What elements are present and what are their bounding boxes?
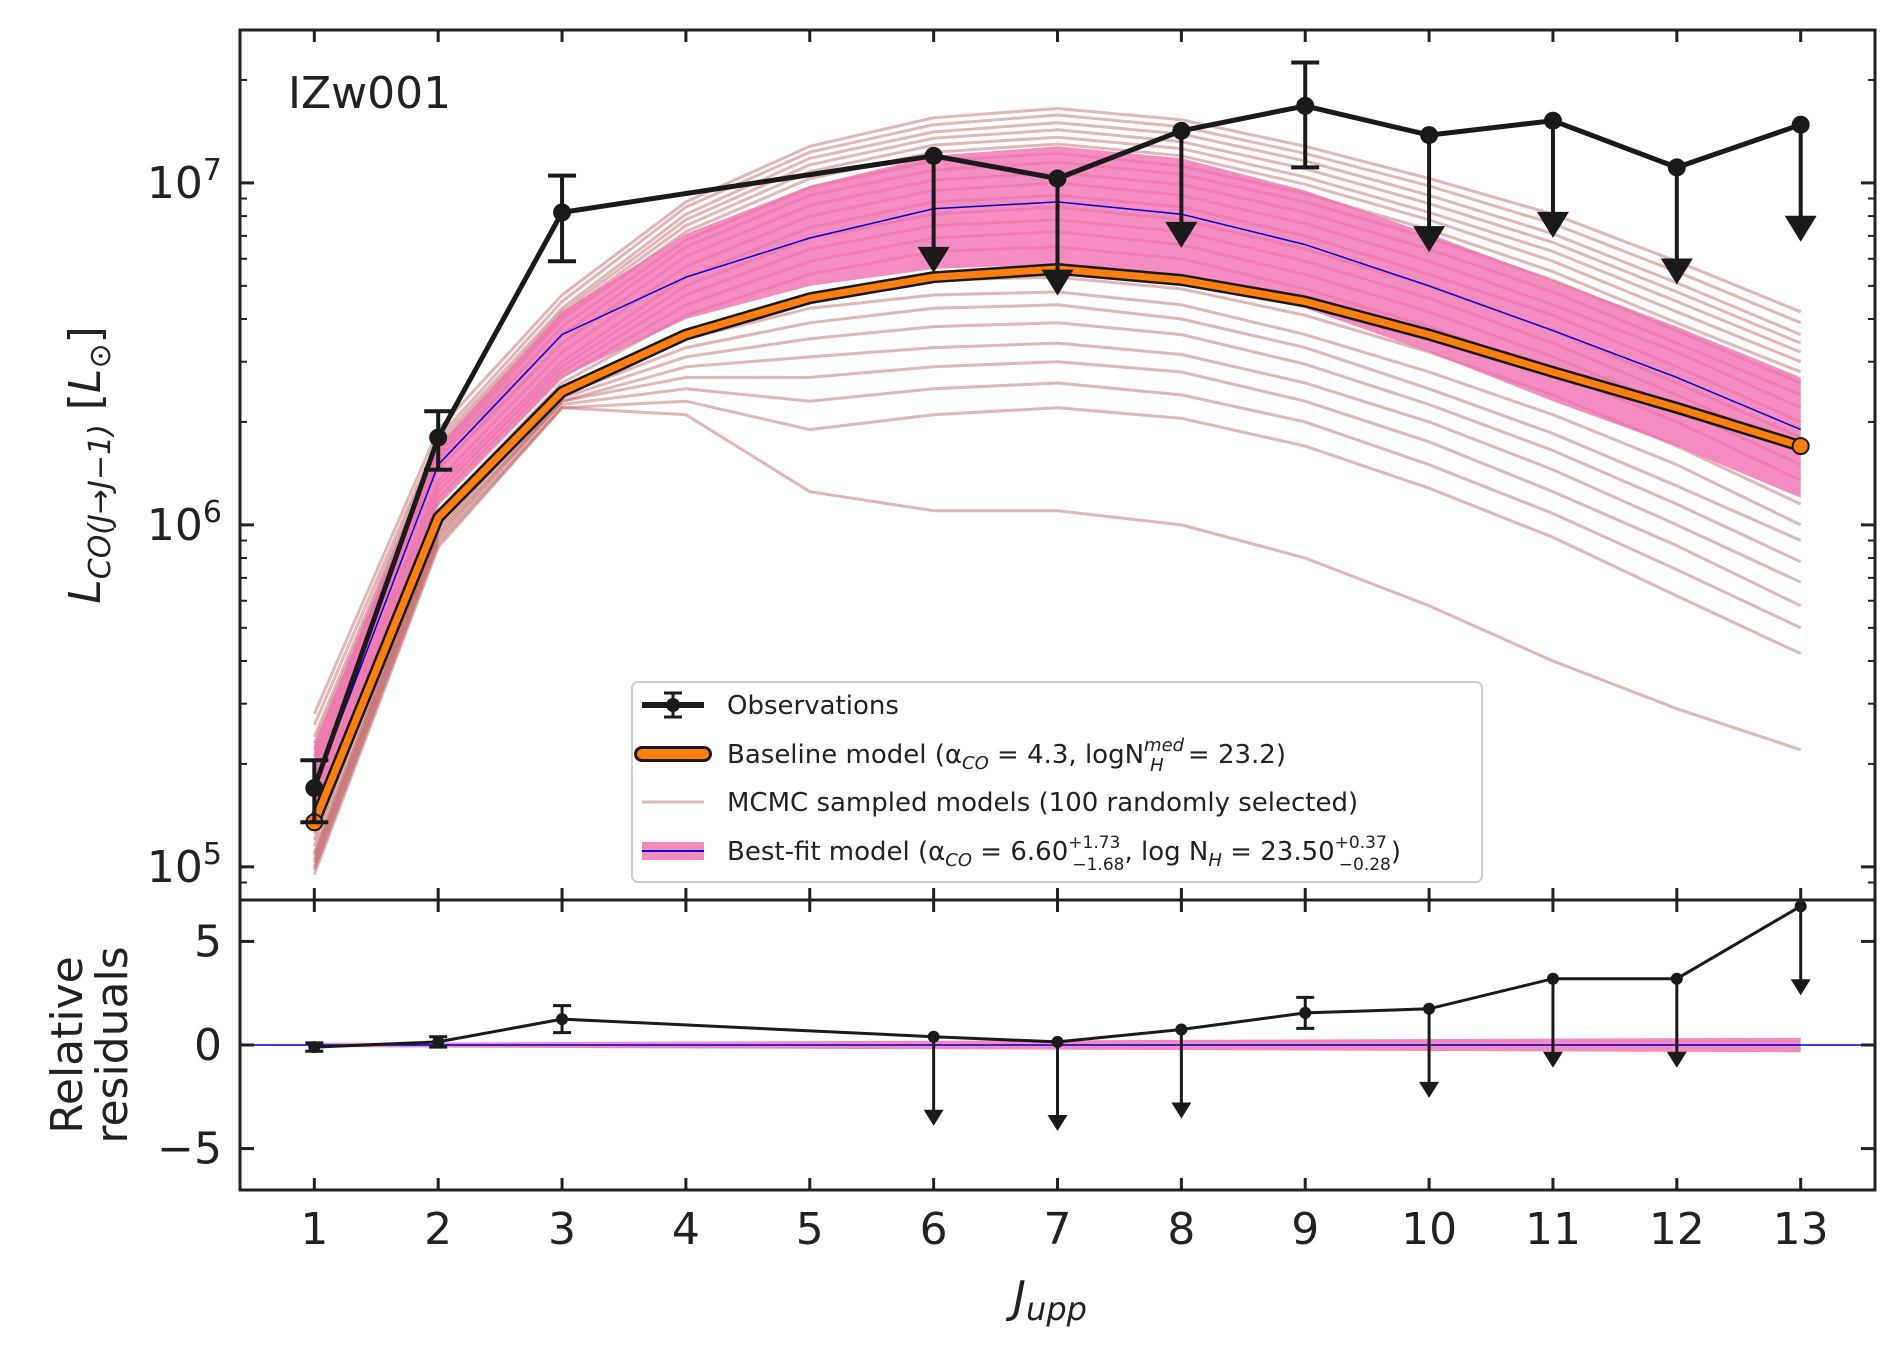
mcmc-line-21 — [312, 381, 1802, 868]
legend-item-baseline: Baseline model (αCO = 4.3, logNmed H = 23… — [634, 735, 1286, 776]
observation-point — [1420, 126, 1439, 145]
legend-item-observations: Observations — [642, 691, 899, 721]
residual-point — [1670, 972, 1683, 985]
residual-point — [432, 1035, 445, 1048]
residual-point — [1051, 1035, 1064, 1048]
mcmc-line-22 — [312, 399, 1802, 871]
mcmc-line-20 — [312, 360, 1802, 864]
x-tick-label: 5 — [796, 1204, 824, 1255]
observations-series — [300, 60, 1817, 825]
observation-point — [1791, 115, 1810, 134]
x-tick-label: 4 — [672, 1204, 700, 1255]
bottom-x-ticks: 1 2 3 4 5 6 7 8 9 10 11 12 13 — [300, 900, 1829, 1255]
bottom-y-axis-label: Relative — [42, 956, 93, 1133]
x-tick-label: 8 — [1167, 1204, 1195, 1255]
residual-limit-arrow — [1542, 1051, 1563, 1068]
x-tick-label: 1 — [300, 1204, 328, 1255]
x-tick-label: 7 — [1044, 1204, 1072, 1255]
legend-item-mcmc: MCMC sampled models (100 randomly select… — [642, 788, 1358, 818]
bottom-y-axis-label-2: residuals — [87, 946, 138, 1143]
x-tick-label: 6 — [920, 1204, 948, 1255]
residual-point — [927, 1030, 940, 1043]
x-tick-label: 3 — [548, 1204, 576, 1255]
residual-point — [1423, 1002, 1436, 1015]
x-tick-label: 13 — [1773, 1204, 1829, 1255]
residual-point — [1546, 972, 1559, 985]
upper-limit-arrow — [1784, 215, 1817, 242]
x-tick-label: 11 — [1525, 1204, 1581, 1255]
x-tick-label: 10 — [1401, 1204, 1457, 1255]
residual-point — [556, 1013, 569, 1026]
residual-limit-arrow — [1419, 1081, 1440, 1098]
upper-limit-arrow — [1536, 211, 1569, 238]
legend-label-mcmc: MCMC sampled models (100 randomly select… — [727, 788, 1358, 818]
y-tick-label: 5 — [194, 916, 222, 967]
x-tick-label: 9 — [1291, 1204, 1319, 1255]
residual-point — [308, 1041, 321, 1054]
residual-limit-arrow — [1171, 1102, 1192, 1119]
upper-limit-arrow — [1165, 221, 1198, 248]
x-tick-label: 12 — [1649, 1204, 1705, 1255]
observation-point — [429, 428, 448, 447]
y-tick-label: 107 — [147, 153, 222, 209]
best-fit-uncertainty-band — [314, 146, 1801, 828]
top-y-ticks: 105 106 107 — [147, 78, 1875, 901]
bottom-y-ticks: 5 0 −5 — [157, 916, 1875, 1175]
upper-limit-arrow — [1413, 226, 1446, 253]
observation-point — [1667, 158, 1686, 177]
y-tick-label: −5 — [157, 1124, 222, 1175]
mcmc-line-23 — [312, 406, 1802, 876]
residual-point — [1299, 1006, 1312, 1019]
legend-label-observations: Observations — [727, 691, 899, 721]
upper-limit-arrow — [1041, 269, 1074, 296]
residual-limit-arrow — [923, 1109, 944, 1126]
top-x-ticks — [312, 30, 1803, 900]
observation-point — [1048, 169, 1067, 188]
residuals-series — [305, 900, 1811, 1131]
upper-limit-arrow — [1660, 258, 1693, 285]
observation-point — [924, 146, 943, 165]
observation-point — [305, 779, 324, 798]
legend-label-baseline: Baseline model (αCO = 4.3, logNmed H = 23… — [727, 735, 1286, 776]
mcmc-line-19 — [312, 341, 1802, 861]
y-tick-label: 105 — [147, 837, 222, 893]
observation-point — [1543, 111, 1562, 130]
x-axis-label: Jupp — [1005, 1272, 1087, 1328]
y-tick-label: 106 — [147, 495, 222, 551]
legend-label-best-fit: Best-fit model (αCO = 6.60+1.73 −1.68, lo… — [727, 833, 1401, 875]
observation-point — [1172, 121, 1191, 140]
top-y-axis-label: LCO(J→J−1) [L⊙] — [60, 326, 118, 604]
residual-point — [1175, 1023, 1188, 1036]
galaxy-name-label: IZw001 — [288, 68, 451, 119]
observation-point — [1296, 96, 1315, 115]
y-tick-label: 0 — [194, 1020, 222, 1071]
upper-limit-arrow — [917, 246, 950, 273]
residual-limit-arrow — [1790, 979, 1811, 996]
x-tick-label: 2 — [424, 1204, 452, 1255]
legend-box — [631, 681, 1483, 883]
legend-item-best-fit: Best-fit model (αCO = 6.60+1.73 −1.68, lo… — [642, 833, 1401, 875]
residual-limit-arrow — [1666, 1051, 1687, 1068]
baseline-end-marker — [1791, 437, 1810, 456]
residuals-line — [314, 904, 1802, 1049]
residual-limit-arrow — [1047, 1114, 1068, 1131]
legend: Observations Baseline model (αCO = 4.3, … — [631, 681, 1483, 883]
observation-point — [553, 203, 572, 222]
